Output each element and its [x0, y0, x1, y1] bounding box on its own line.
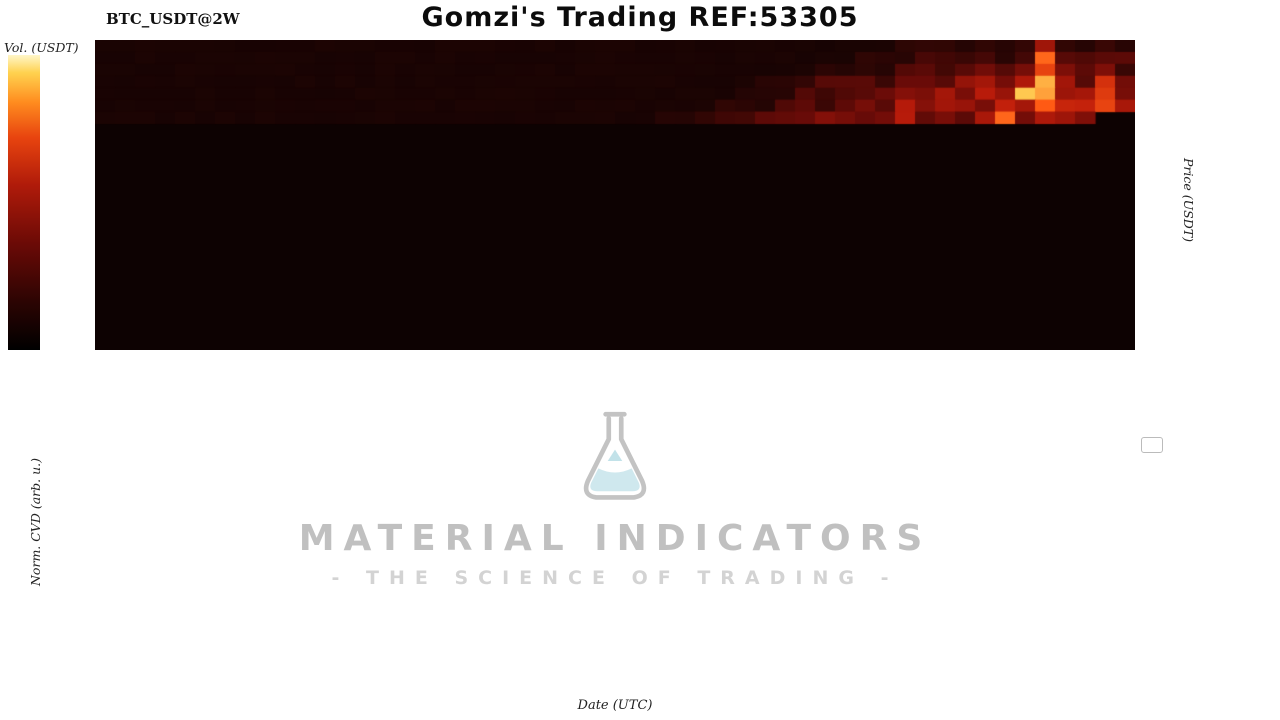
page-title: Gomzi's Trading REF:53305 [421, 2, 859, 33]
price-axis-title: Price (USDT) [1181, 158, 1196, 242]
cvd-y-axis-title: Norm. CVD (arb. u.) [28, 458, 43, 586]
cvd-chart-canvas [95, 365, 1135, 675]
colorbar-title: Vol. (USDT) [4, 40, 79, 55]
instrument-label: BTC_USDT@2W [106, 10, 240, 28]
cvd-x-axis-title: Date (UTC) [577, 698, 653, 713]
chart-legend [1141, 437, 1163, 453]
volume-colorbar [8, 55, 40, 350]
volume-heatmap-canvas [95, 40, 1135, 350]
